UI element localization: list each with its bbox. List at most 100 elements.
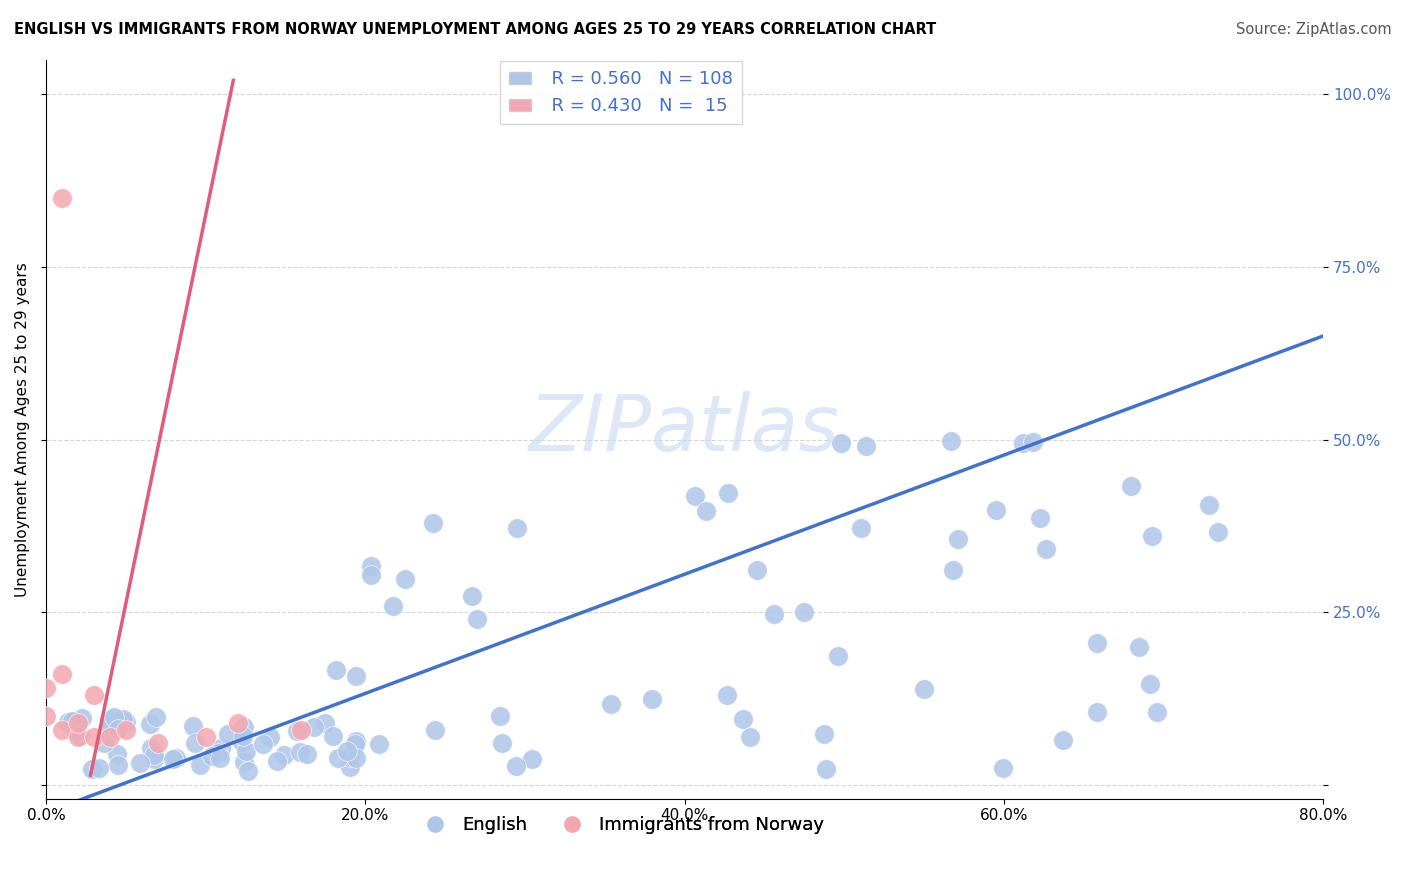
Point [236,764,259,778]
Point [259,731,281,745]
Point [855,439,877,453]
Point [162,752,184,766]
Point [143,751,166,765]
Point [339,760,361,774]
Point [51,191,73,205]
Point [912,681,935,696]
Text: ENGLISH VS IMMIGRANTS FROM NORWAY UNEMPLOYMENT AMONG AGES 25 TO 29 YEARS CORRELA: ENGLISH VS IMMIGRANTS FROM NORWAY UNEMPL… [14,22,936,37]
Point [1142,529,1164,543]
Point [231,735,253,749]
Point [745,563,768,577]
Point [984,503,1007,517]
Point [56,714,79,729]
Point [993,761,1015,775]
Point [716,688,738,702]
Y-axis label: Unemployment Among Ages 25 to 29 years: Unemployment Among Ages 25 to 29 years [15,262,30,597]
Point [217,727,239,741]
Point [107,722,129,736]
Point [346,669,368,683]
Point [129,756,152,771]
Point [252,737,274,751]
Point [1035,542,1057,557]
Point [208,750,231,764]
Point [35,681,58,696]
Point [344,751,367,765]
Point [266,754,288,768]
Point [1146,705,1168,719]
Point [422,516,444,530]
Point [1198,499,1220,513]
Point [139,716,162,731]
Point [107,758,129,772]
Point [93,736,115,750]
Point [188,757,211,772]
Point [326,751,349,765]
Point [941,434,963,449]
Point [103,710,125,724]
Point [65,725,87,739]
Point [717,486,740,500]
Point [83,688,105,702]
Point [367,737,389,751]
Point [233,720,256,734]
Point [1206,525,1229,540]
Point [69,729,91,743]
Point [505,521,527,535]
Point [360,558,382,573]
Point [66,730,89,744]
Point [946,533,969,547]
Text: Source: ZipAtlas.com: Source: ZipAtlas.com [1236,22,1392,37]
Point [849,521,872,535]
Point [465,612,488,626]
Point [1028,510,1050,524]
Point [115,714,138,729]
Point [60,714,83,728]
Point [232,756,254,770]
Point [505,759,527,773]
Point [51,723,73,737]
Point [827,649,849,664]
Point [733,712,755,726]
Point [114,723,136,737]
Point [83,730,105,744]
Point [70,711,93,725]
Point [184,736,207,750]
Point [461,589,484,603]
Point [813,727,835,741]
Point [51,667,73,681]
Point [80,762,103,776]
Point [1022,435,1045,450]
Point [66,715,89,730]
Point [381,599,404,614]
Point [488,708,510,723]
Point [201,748,224,763]
Point [35,709,58,723]
Point [325,663,347,677]
Point [145,709,167,723]
Point [520,752,543,766]
Legend: English, Immigrants from Norway: English, Immigrants from Norway [411,809,832,841]
Point [599,697,621,711]
Point [139,741,162,756]
Point [98,719,121,733]
Point [111,712,134,726]
Point [87,761,110,775]
Point [226,715,249,730]
Point [209,740,232,755]
Point [738,731,761,745]
Point [942,563,965,577]
Point [165,751,187,765]
Point [793,605,815,619]
Point [273,748,295,763]
Point [146,737,169,751]
Point [830,435,852,450]
Point [1012,435,1035,450]
Point [314,715,336,730]
Point [288,746,311,760]
Point [98,713,121,727]
Point [695,503,717,517]
Point [295,747,318,762]
Point [339,750,361,764]
Point [1139,677,1161,691]
Point [143,748,166,763]
